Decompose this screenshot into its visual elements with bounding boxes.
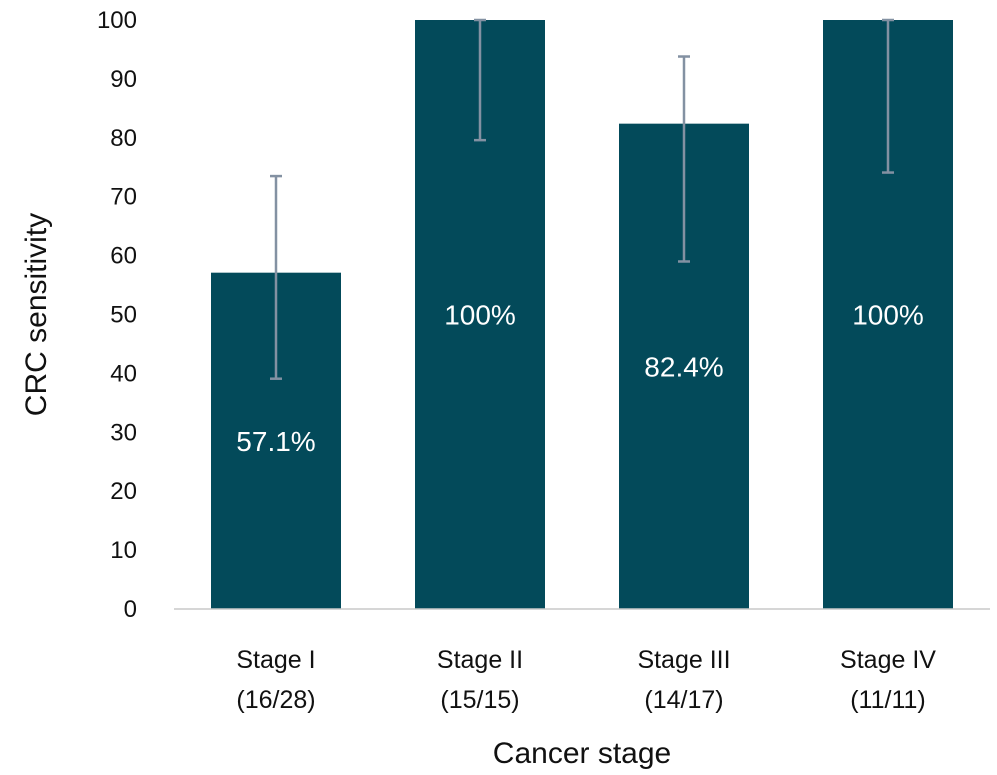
x-tick-label-line: (11/11)	[850, 686, 926, 714]
data-label: 100%	[444, 300, 516, 331]
x-tick-label: Stage II (15/15)	[437, 646, 523, 714]
x-tick-label-line: (15/15)	[440, 686, 519, 714]
error-bar	[474, 18, 486, 142]
error-bar	[882, 18, 894, 174]
x-axis-ticks: Stage I (16/28) Stage II (15/15) Stage III (1…	[236, 646, 936, 714]
y-axis-title: CRC sensitivity	[20, 213, 53, 416]
y-tick-label: 40	[110, 360, 137, 387]
bars	[211, 20, 953, 609]
y-tick-label: 90	[110, 66, 137, 93]
y-axis-ticks: 0 10 20 30 40 50 60 70 80 90 100	[97, 7, 137, 623]
error-bar	[270, 174, 282, 380]
x-tick-label-line: Stage III	[637, 646, 730, 674]
y-tick-label: 20	[110, 478, 137, 505]
y-tick-label: 70	[110, 184, 137, 211]
x-tick-label-line: Stage I	[236, 646, 315, 674]
data-label: 57.1%	[236, 426, 315, 457]
x-tick-label-line: (14/17)	[644, 686, 723, 714]
x-tick-label: Stage III (14/17)	[637, 646, 730, 714]
x-tick-label-line: (16/28)	[236, 686, 315, 714]
x-tick-label: Stage IV (11/11)	[840, 646, 936, 714]
y-tick-label: 80	[110, 125, 137, 152]
x-tick-label: Stage I (16/28)	[236, 646, 315, 714]
error-bars	[270, 18, 894, 380]
data-label: 100%	[852, 300, 924, 331]
y-tick-label: 10	[110, 537, 137, 564]
y-tick-label: 100	[97, 7, 137, 34]
y-tick-label: 50	[110, 302, 137, 329]
data-labels: 57.1% 100% 82.4% 100%	[236, 300, 924, 457]
x-tick-label-line: Stage IV	[840, 646, 936, 674]
x-tick-label-line: Stage II	[437, 646, 523, 674]
x-axis-title: Cancer stage	[493, 737, 671, 770]
y-tick-label: 30	[110, 419, 137, 446]
y-tick-label: 60	[110, 243, 137, 270]
error-bar	[678, 55, 690, 263]
y-tick-label: 0	[124, 596, 137, 623]
data-label: 82.4%	[644, 351, 723, 382]
